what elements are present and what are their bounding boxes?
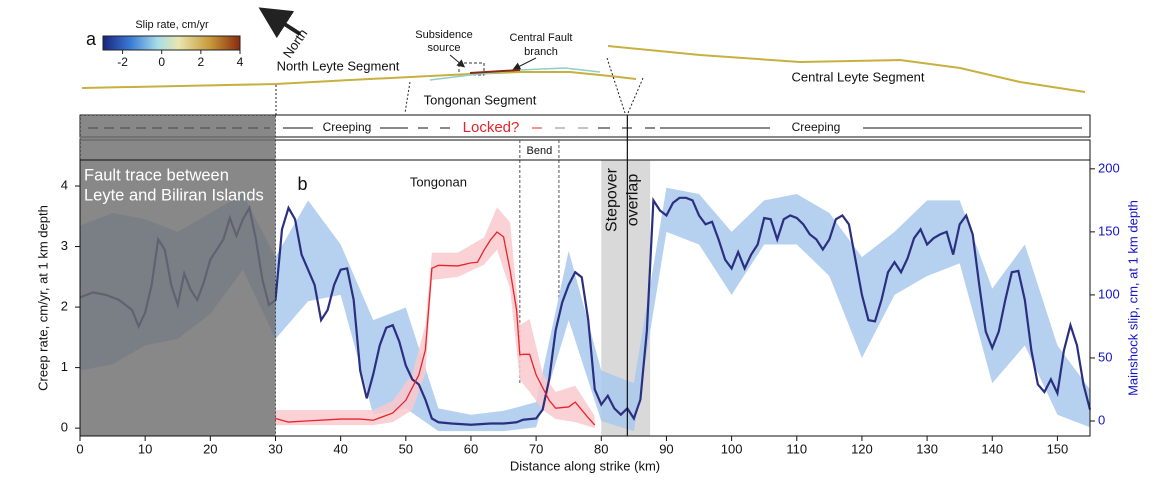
segment-label: Central Leyte Segment (792, 69, 925, 84)
y2-axis-label: Mainshock slip, cm, at 1 km depth (1125, 200, 1140, 396)
y-tick-label: 2 (61, 299, 68, 314)
segment-label: North Leyte Segment (277, 58, 400, 73)
region-label: Leyte and Biliran Islands (84, 186, 264, 204)
x-tick-label: 40 (333, 441, 347, 456)
region-label: Fault trace between (84, 166, 229, 184)
north-arrow (258, 7, 302, 39)
uncertainty-band (80, 187, 1090, 432)
status-label: Locked? (463, 119, 520, 136)
colorbar-tick-label: 2 (198, 55, 205, 69)
annotation: branch (524, 46, 558, 58)
x-tick-label: 0 (76, 441, 83, 456)
x-tick-label: 140 (981, 441, 1003, 456)
x-tick-label: 130 (916, 441, 938, 456)
x-axis-label: Distance along strike (km) (510, 458, 660, 473)
y-tick-label: 0 (61, 420, 68, 435)
y-tick-label: 3 (61, 238, 68, 253)
annotation: Tongonan (410, 174, 467, 189)
fault-trace (607, 45, 1086, 93)
colorbar-tick-label: 4 (237, 55, 244, 69)
y2-tick-label: 100 (1098, 286, 1120, 301)
x-tick-label: 70 (529, 441, 543, 456)
x-tick-label: 110 (786, 441, 807, 456)
annotation: source (427, 42, 460, 54)
shaded-region (79, 114, 276, 437)
y-tick-label: 1 (61, 359, 68, 374)
pointer (512, 57, 537, 70)
x-tick-label: 10 (138, 441, 152, 456)
y-tick-label: 4 (61, 177, 68, 192)
plot-frame (79, 159, 1091, 437)
y2-tick-label: 200 (1098, 160, 1120, 175)
x-tick-label: 150 (1047, 441, 1069, 456)
x-tick-label: 20 (203, 441, 217, 456)
uncertainty-band (275, 207, 595, 429)
colorbar-tick-label: 0 (158, 55, 165, 69)
region-label: Stepover (604, 167, 621, 232)
colorbar-title: Slip rate, cm/yr (135, 19, 209, 31)
y2-tick-label: 50 (1098, 349, 1112, 364)
x-tick-label: 90 (659, 441, 673, 456)
subsidence-box (458, 62, 485, 76)
colorbar (102, 35, 241, 51)
x-tick-label: 80 (594, 441, 608, 456)
x-tick-label: 50 (399, 441, 413, 456)
north-label: North (280, 26, 311, 61)
status-label: Creeping (323, 120, 372, 134)
series-line (275, 231, 596, 426)
bend-label: Bend (527, 145, 553, 157)
colorbar-tick-label: -2 (117, 55, 128, 69)
annotation: Central Fault (510, 32, 573, 44)
fault-trace (81, 71, 637, 89)
fault-trace (469, 69, 521, 74)
x-tick-label: 30 (268, 441, 282, 456)
segment-label: Tongonan Segment (424, 92, 537, 107)
region-label: overlap (625, 174, 642, 227)
x-tick-label: 100 (721, 441, 743, 456)
y2-tick-label: 0 (1098, 412, 1105, 427)
panel-label: a (86, 29, 97, 49)
annotation: Subsidence (415, 29, 473, 41)
x-tick-label: 60 (464, 441, 478, 456)
y2-tick-label: 150 (1098, 223, 1120, 238)
panel-label: b (297, 174, 307, 194)
status-label: Creeping (792, 120, 841, 134)
y-axis-label: Creep rate, cm/yr, at 1 km depth (35, 205, 50, 391)
x-tick-label: 120 (851, 441, 873, 456)
